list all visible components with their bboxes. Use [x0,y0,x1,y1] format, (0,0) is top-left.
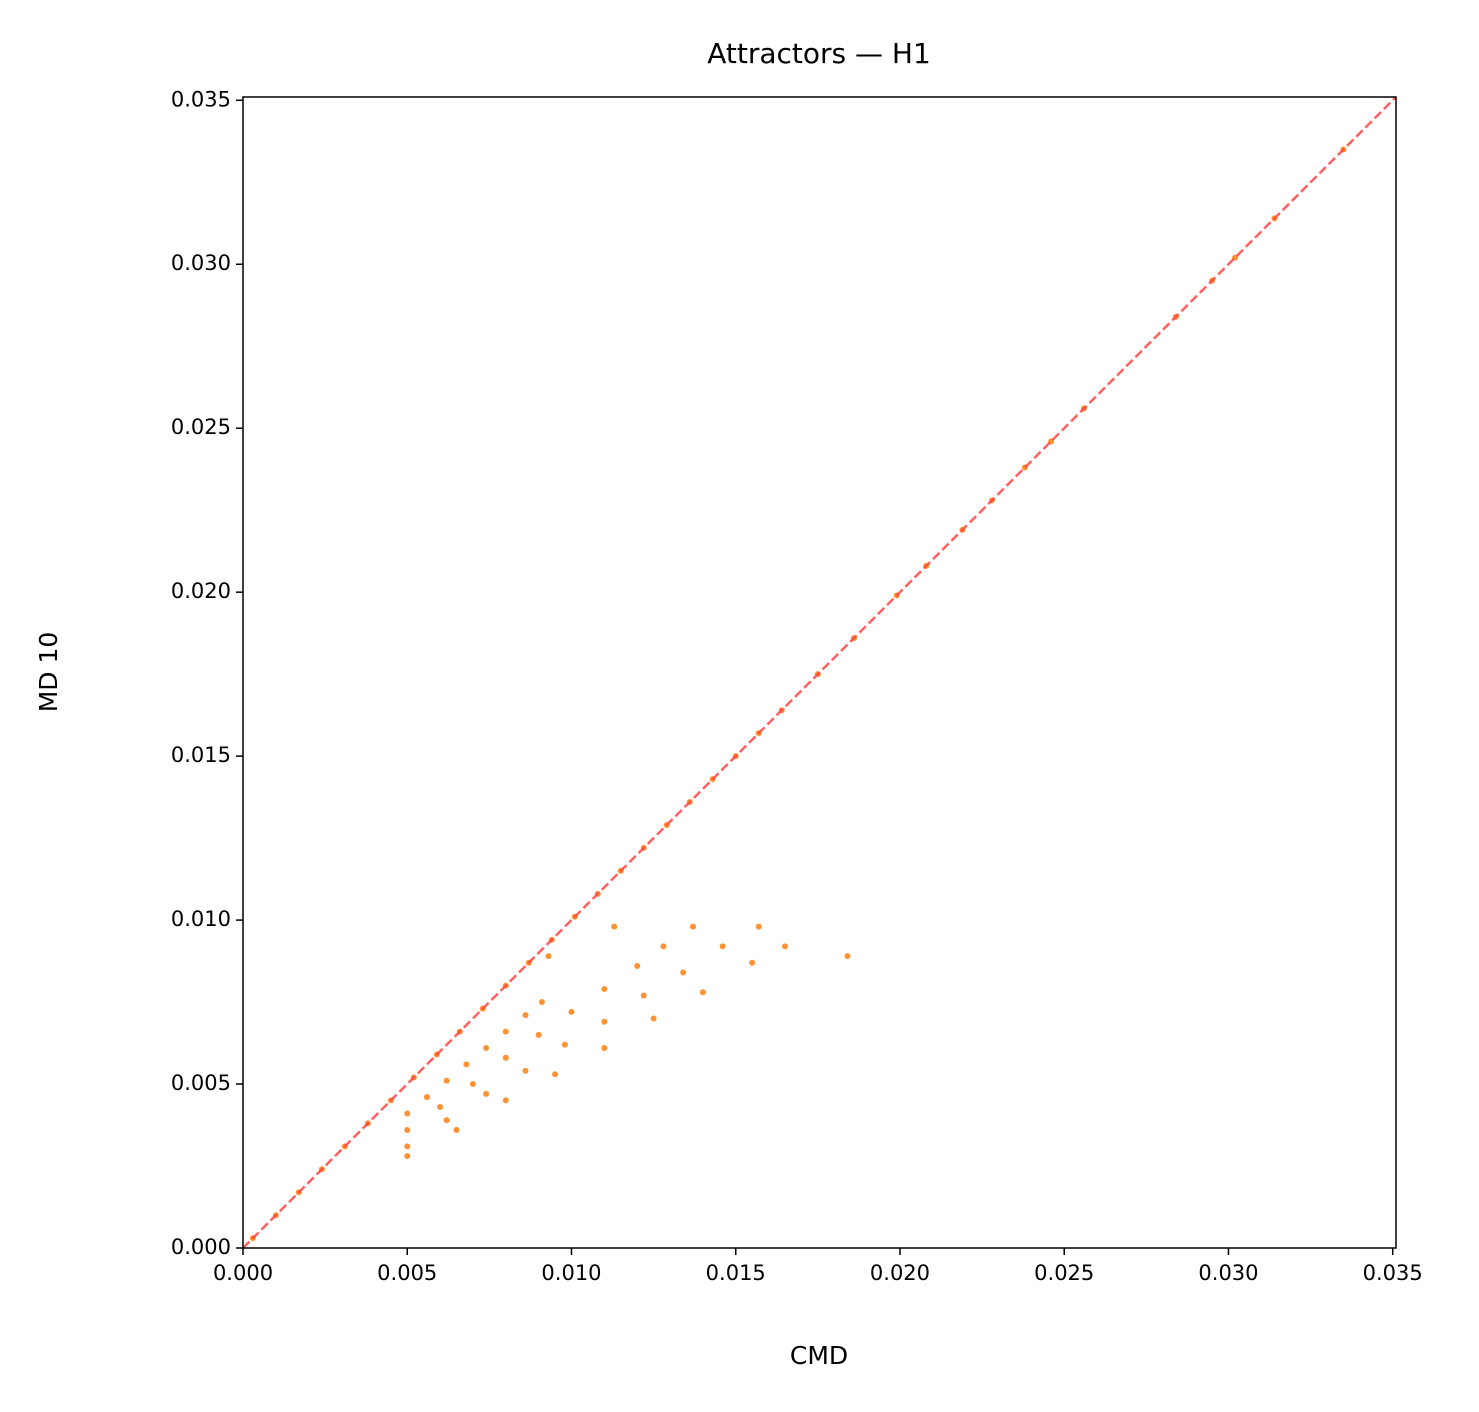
y-tick-label: 0.020 [171,579,231,603]
point [404,1143,411,1150]
y-tick-label: 0.030 [171,251,231,275]
point [561,1041,568,1048]
point [545,953,552,960]
y-tick-label: 0.035 [171,87,231,111]
point [568,1008,575,1015]
point [453,1126,460,1133]
x-tick-label: 0.020 [870,1261,930,1285]
point [404,1110,411,1117]
point [538,999,545,1006]
y-axis-label: MD 10 [34,632,63,713]
x-tick-label: 0.010 [541,1261,601,1285]
point [522,1067,529,1074]
x-tick-label: 0.030 [1198,1261,1258,1285]
point [502,1028,509,1035]
point [483,1090,490,1097]
point [552,1071,559,1078]
point [749,959,756,966]
x-tick-label: 0.015 [706,1261,766,1285]
point [423,1094,430,1101]
point [640,992,647,999]
point [611,923,618,930]
point [634,962,641,969]
x-axis-label: CMD [790,1341,848,1370]
point [844,953,851,960]
point [601,1044,608,1051]
y-tick-label: 0.000 [171,1235,231,1259]
point [601,1018,608,1025]
point [483,1044,490,1051]
point [502,1054,509,1061]
point [463,1061,470,1068]
point [522,1012,529,1019]
y-tick-label: 0.025 [171,415,231,439]
reference-line [242,96,1397,1249]
x-tick-label: 0.000 [213,1261,273,1285]
point [755,923,762,930]
point [782,943,789,950]
point [601,985,608,992]
point [443,1077,450,1084]
point [680,969,687,976]
point [469,1081,476,1088]
point [443,1117,450,1124]
x-tick-label: 0.005 [377,1261,437,1285]
point [660,943,667,950]
chart-title: Attractors — H1 [707,37,931,70]
x-tick-label: 0.035 [1363,1261,1423,1285]
x-tick-label: 0.025 [1034,1261,1094,1285]
point [502,1097,509,1104]
point [650,1015,657,1022]
point [690,923,697,930]
point [719,943,726,950]
plot-frame [242,96,1397,1249]
point [535,1031,542,1038]
point [437,1103,444,1110]
point [404,1126,411,1133]
point [699,989,706,996]
y-tick-label: 0.005 [171,1071,231,1095]
y-tick-label: 0.015 [171,743,231,767]
point [404,1153,411,1160]
y-tick-label: 0.010 [171,907,231,931]
